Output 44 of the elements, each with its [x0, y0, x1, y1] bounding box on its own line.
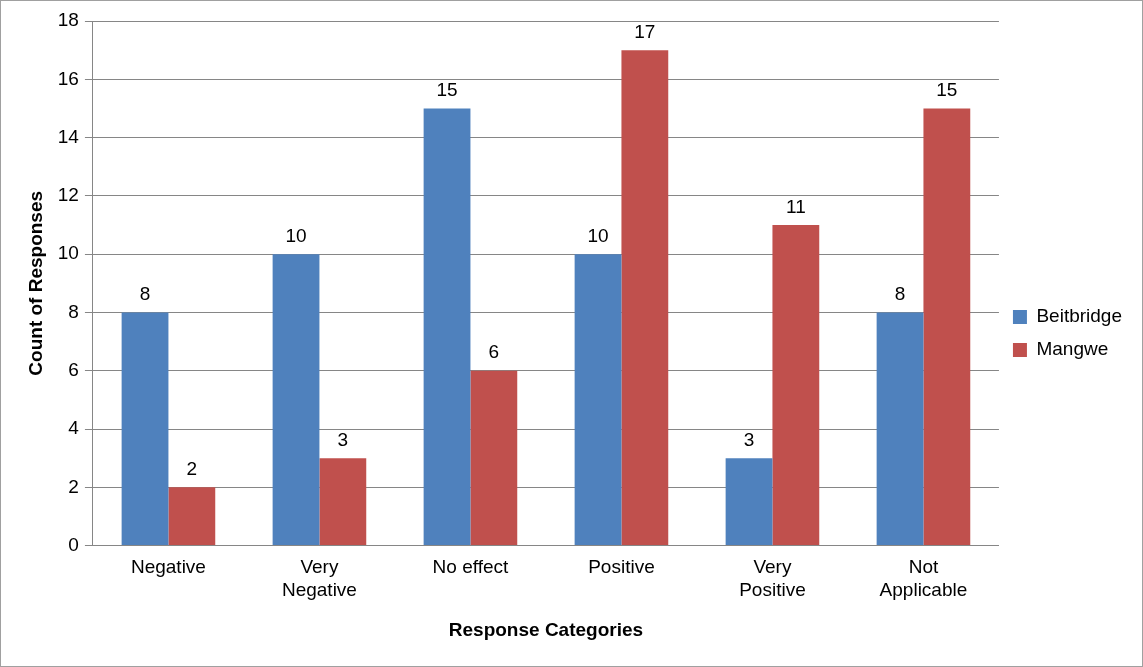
x-tick-label: No effect: [432, 556, 509, 578]
y-tick-label: 16: [57, 67, 79, 89]
data-label: 8: [894, 283, 906, 305]
y-tick-label: 0: [68, 533, 79, 555]
data-label: 11: [785, 195, 806, 217]
bar: [772, 225, 820, 546]
bar: [272, 254, 320, 546]
bar: [319, 458, 367, 546]
y-axis-title: Count of Responses: [24, 190, 46, 376]
y-tick-label: 4: [68, 417, 80, 439]
x-tick-label: Not Applicable: [879, 556, 968, 601]
data-label: 2: [186, 458, 198, 480]
x-tick-label: Very Positive: [739, 556, 806, 601]
x-axis-title: Response Categories: [448, 618, 644, 640]
bar: [621, 50, 669, 546]
legend-label: Beitbridge: [1036, 305, 1123, 327]
y-tick-label: 18: [57, 9, 79, 31]
data-label: 17: [634, 20, 656, 42]
bar: [121, 312, 169, 546]
y-tick-label: 14: [57, 125, 80, 147]
bar: [876, 312, 924, 546]
bar: [470, 370, 518, 546]
data-label: 3: [337, 428, 349, 450]
data-label: 8: [139, 283, 151, 305]
bar: [923, 108, 971, 546]
data-label: 10: [285, 224, 307, 246]
x-tick-label: Positive: [588, 556, 655, 578]
data-label: 10: [587, 224, 609, 246]
bar: [574, 254, 622, 546]
x-tick-label: Negative: [130, 556, 206, 578]
y-tick-label: 2: [68, 475, 79, 497]
data-label: 6: [488, 341, 500, 363]
bar: [725, 458, 773, 546]
bar: [168, 487, 216, 546]
y-tick-label: 6: [68, 358, 79, 380]
legend-label: Mangwe: [1036, 338, 1109, 360]
x-tick-label: Very Negative: [281, 556, 357, 601]
y-tick-label: 8: [68, 300, 79, 322]
y-tick-label: 10: [57, 242, 79, 264]
bar: [423, 108, 471, 546]
data-label: 15: [436, 79, 458, 101]
data-label: 15: [936, 79, 958, 101]
data-label: 3: [743, 428, 755, 450]
y-tick-label: 12: [57, 184, 79, 206]
